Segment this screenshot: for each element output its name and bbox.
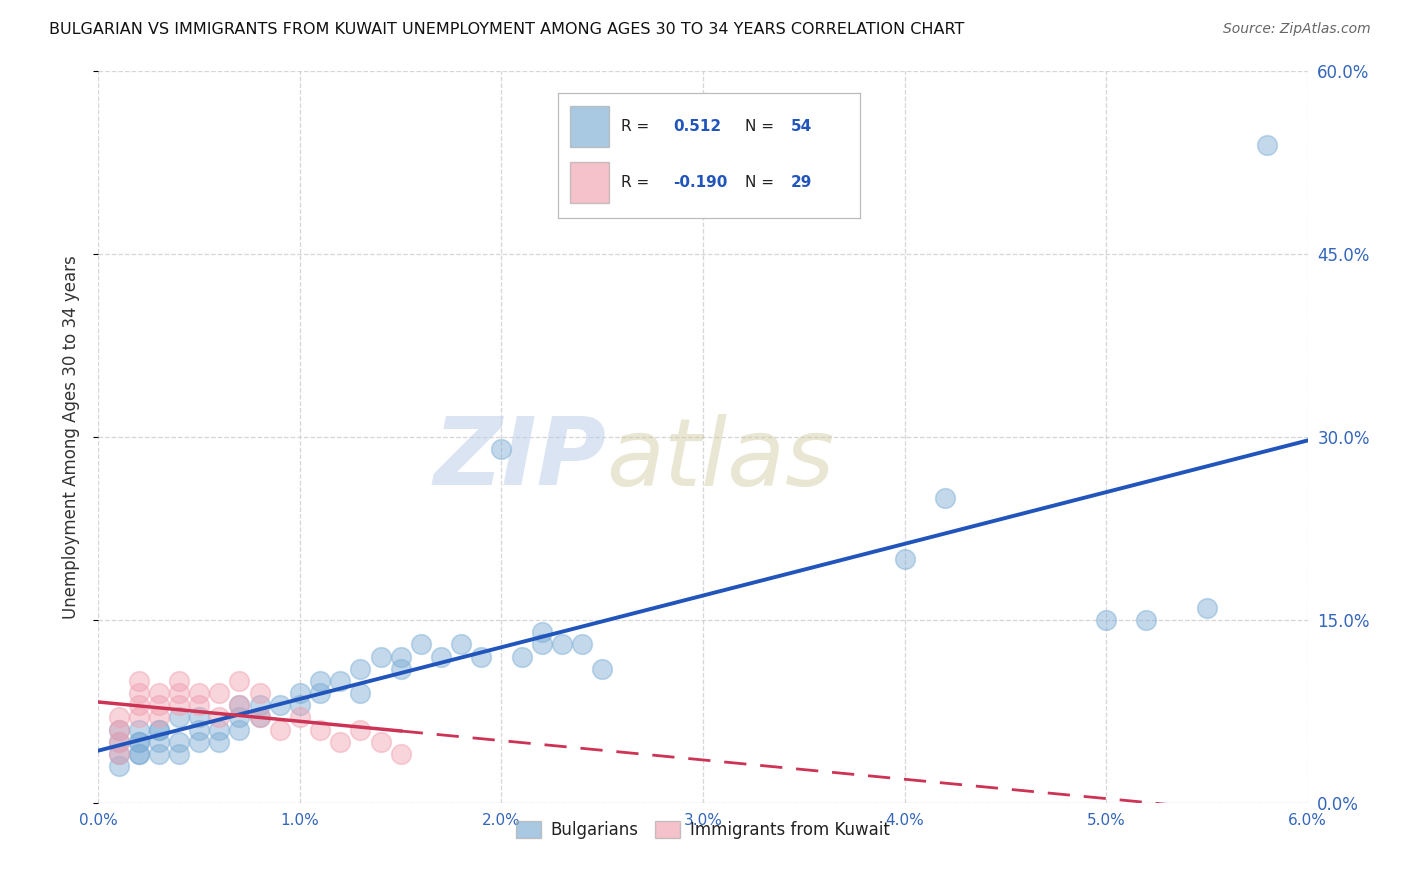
Point bbox=[530, 637, 553, 651]
Point bbox=[128, 735, 150, 749]
Point bbox=[107, 747, 129, 761]
Point bbox=[167, 673, 190, 688]
Point bbox=[349, 723, 371, 737]
Point bbox=[349, 686, 371, 700]
Point bbox=[893, 552, 915, 566]
Point bbox=[934, 491, 956, 505]
Point bbox=[107, 759, 129, 773]
Point bbox=[167, 698, 190, 713]
Point bbox=[370, 735, 392, 749]
Point bbox=[1256, 137, 1278, 152]
Point bbox=[167, 686, 190, 700]
Point bbox=[128, 735, 150, 749]
Point bbox=[269, 723, 291, 737]
Point bbox=[309, 686, 332, 700]
Point bbox=[389, 649, 412, 664]
Point bbox=[167, 710, 190, 724]
Point bbox=[228, 710, 250, 724]
Point bbox=[167, 747, 190, 761]
Point bbox=[188, 698, 211, 713]
Text: Source: ZipAtlas.com: Source: ZipAtlas.com bbox=[1223, 22, 1371, 37]
Point bbox=[430, 649, 453, 664]
Point bbox=[551, 637, 574, 651]
Point bbox=[228, 698, 250, 713]
Point bbox=[1135, 613, 1157, 627]
Point bbox=[249, 710, 271, 724]
Point bbox=[288, 698, 311, 713]
Point bbox=[188, 723, 211, 737]
Point bbox=[349, 662, 371, 676]
Point bbox=[188, 735, 211, 749]
Text: BULGARIAN VS IMMIGRANTS FROM KUWAIT UNEMPLOYMENT AMONG AGES 30 TO 34 YEARS CORRE: BULGARIAN VS IMMIGRANTS FROM KUWAIT UNEM… bbox=[49, 22, 965, 37]
Point bbox=[208, 723, 231, 737]
Point bbox=[128, 747, 150, 761]
Point bbox=[409, 637, 432, 651]
Point bbox=[329, 673, 352, 688]
Point bbox=[188, 710, 211, 724]
Point bbox=[571, 637, 593, 651]
Point bbox=[389, 747, 412, 761]
Point bbox=[249, 698, 271, 713]
Point bbox=[148, 747, 170, 761]
Point bbox=[228, 673, 250, 688]
Point bbox=[208, 710, 231, 724]
Point bbox=[128, 747, 150, 761]
Point bbox=[510, 649, 533, 664]
Point bbox=[1195, 600, 1218, 615]
Point bbox=[249, 686, 271, 700]
Point bbox=[1095, 613, 1118, 627]
Point bbox=[128, 710, 150, 724]
Point bbox=[288, 710, 311, 724]
Point bbox=[128, 673, 150, 688]
Point bbox=[288, 686, 311, 700]
Point bbox=[450, 637, 472, 651]
Point bbox=[389, 662, 412, 676]
Point bbox=[128, 686, 150, 700]
Point bbox=[167, 735, 190, 749]
Point bbox=[208, 735, 231, 749]
Point bbox=[148, 723, 170, 737]
Point bbox=[309, 673, 332, 688]
Point bbox=[148, 735, 170, 749]
Point bbox=[370, 649, 392, 664]
Point bbox=[107, 723, 129, 737]
Y-axis label: Unemployment Among Ages 30 to 34 years: Unemployment Among Ages 30 to 34 years bbox=[62, 255, 80, 619]
Text: atlas: atlas bbox=[606, 414, 835, 505]
Point bbox=[107, 747, 129, 761]
Point bbox=[128, 698, 150, 713]
Point bbox=[107, 735, 129, 749]
Point bbox=[269, 698, 291, 713]
Point bbox=[228, 723, 250, 737]
Point bbox=[107, 723, 129, 737]
Legend: Bulgarians, Immigrants from Kuwait: Bulgarians, Immigrants from Kuwait bbox=[509, 814, 897, 846]
Point bbox=[148, 723, 170, 737]
Point bbox=[249, 710, 271, 724]
Point bbox=[470, 649, 492, 664]
Point bbox=[228, 698, 250, 713]
Point bbox=[530, 625, 553, 640]
Point bbox=[329, 735, 352, 749]
Point bbox=[591, 662, 613, 676]
Point bbox=[208, 686, 231, 700]
Point bbox=[148, 686, 170, 700]
Point bbox=[309, 723, 332, 737]
Point bbox=[107, 735, 129, 749]
Point bbox=[188, 686, 211, 700]
Point bbox=[148, 698, 170, 713]
Point bbox=[491, 442, 513, 457]
Point bbox=[128, 723, 150, 737]
Point bbox=[107, 710, 129, 724]
Point bbox=[148, 710, 170, 724]
Text: ZIP: ZIP bbox=[433, 413, 606, 505]
